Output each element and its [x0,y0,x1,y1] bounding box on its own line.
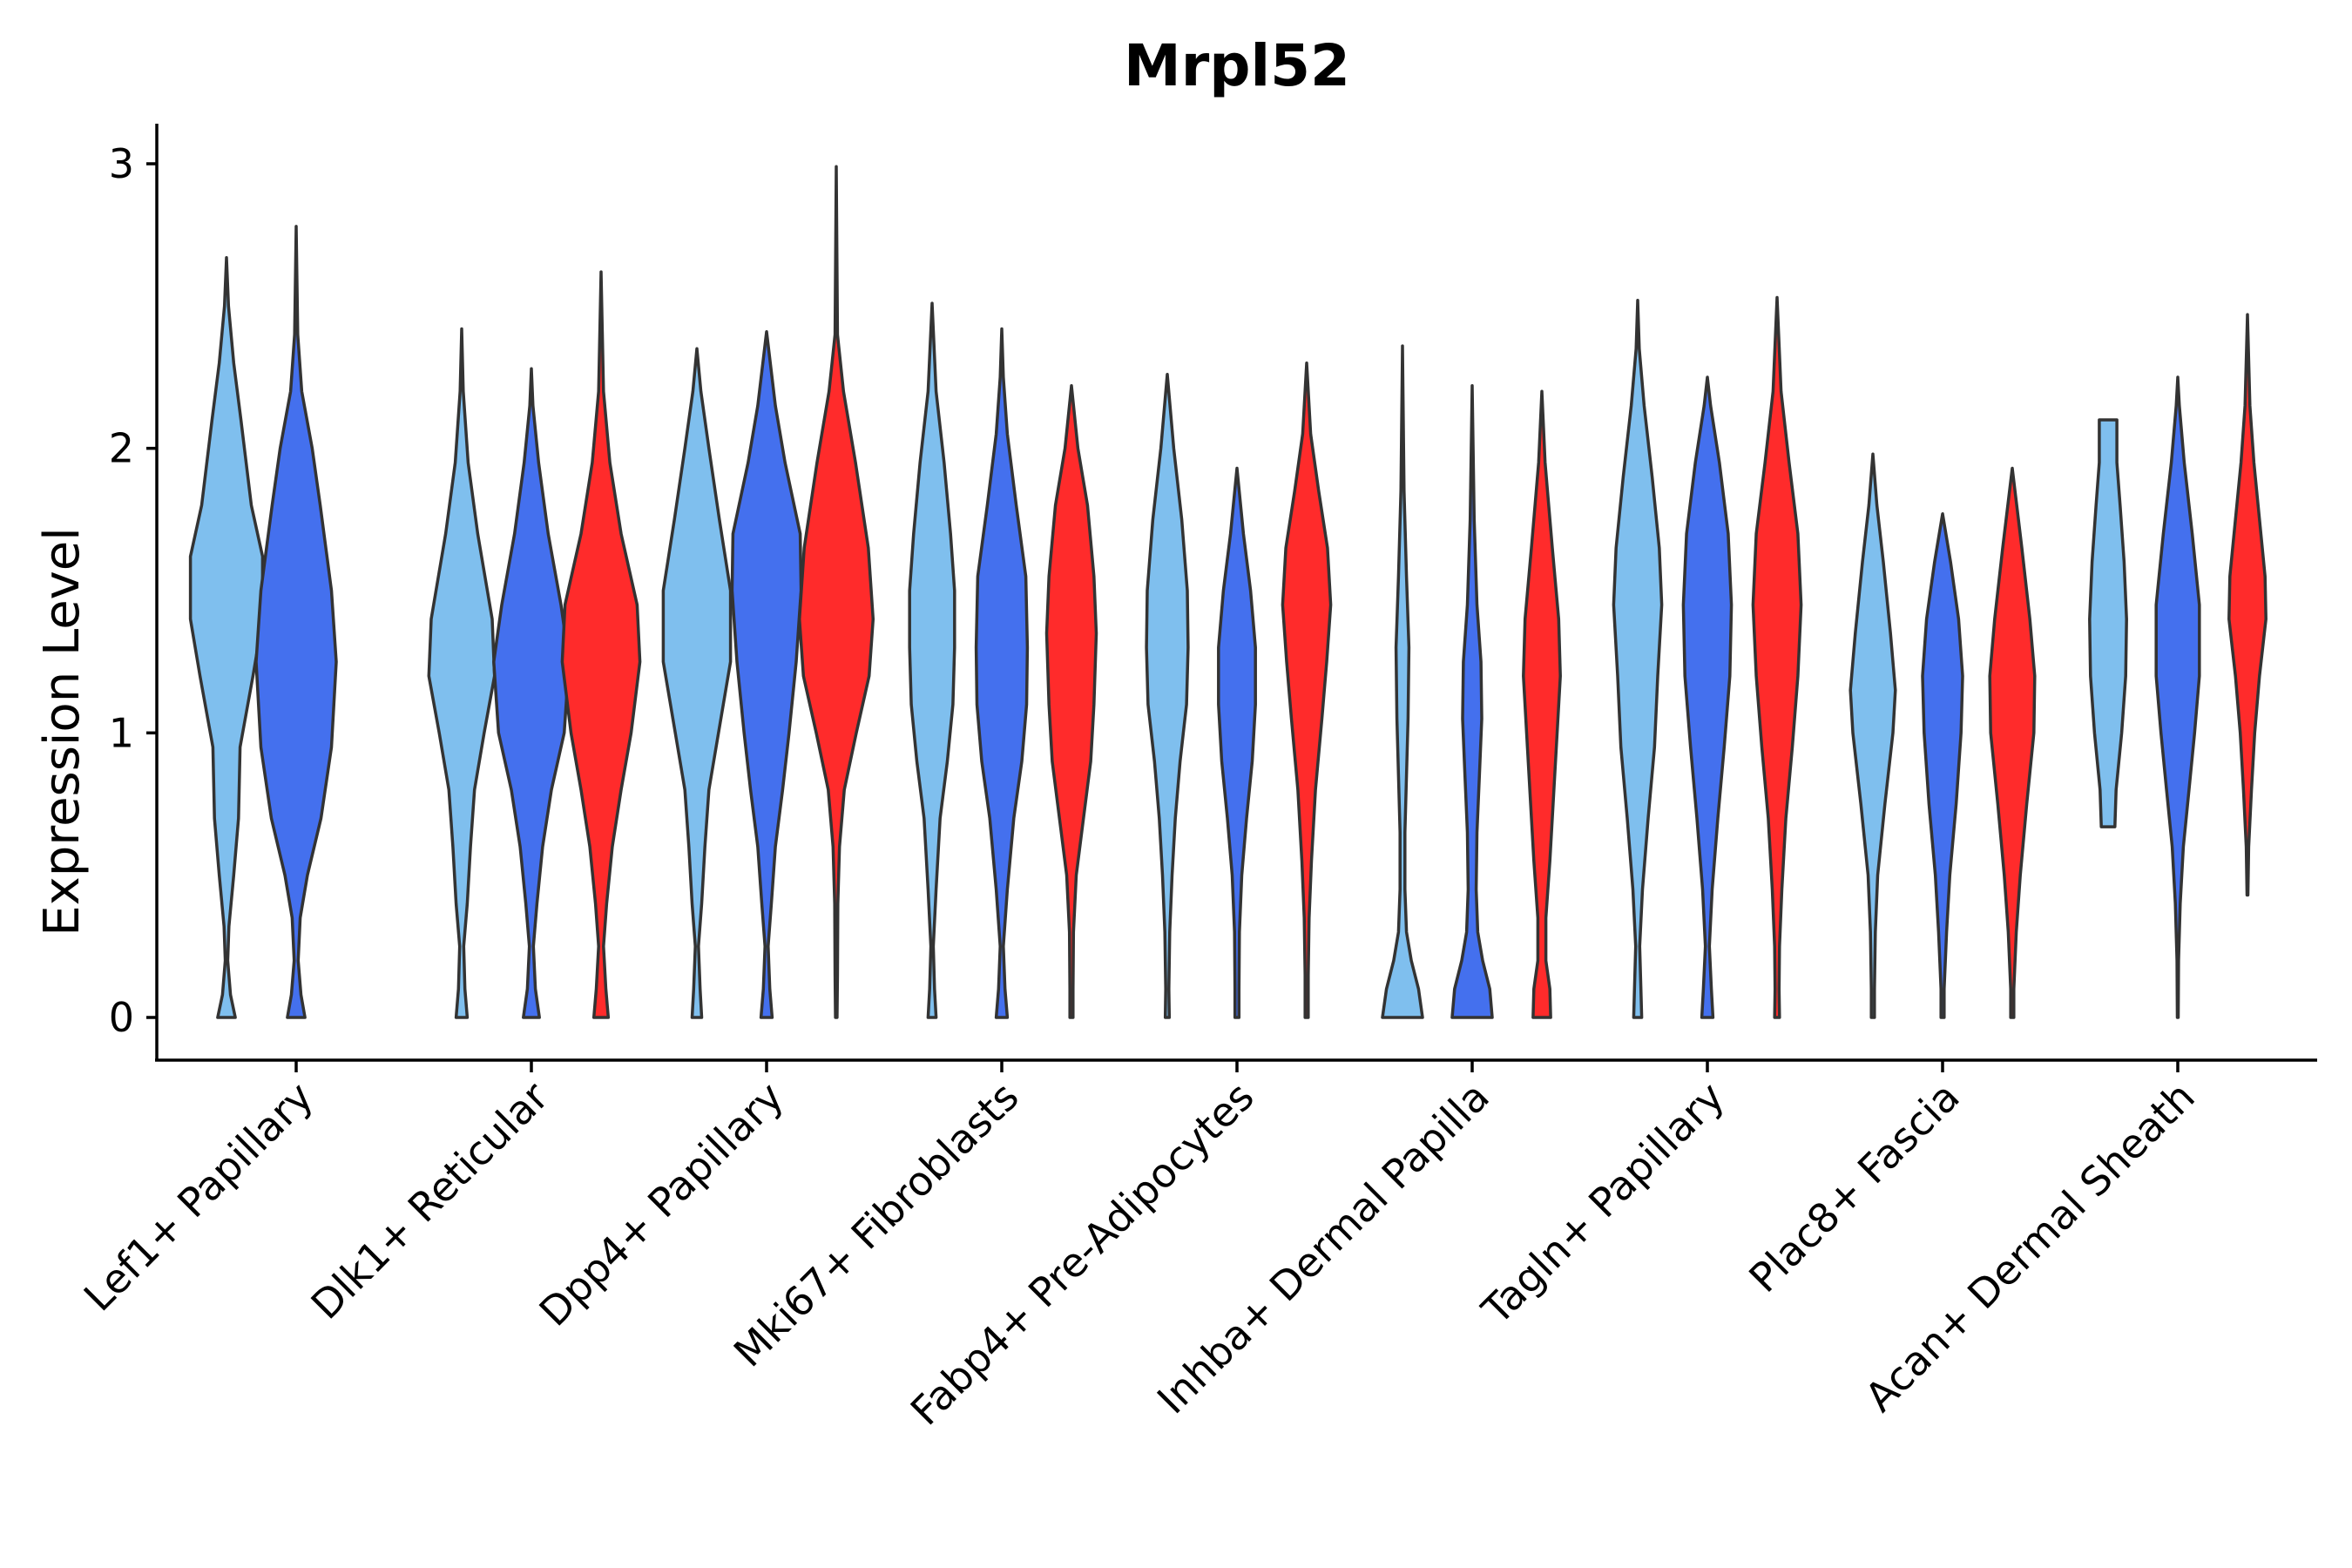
x-category-label: Dlk1+ Reticular [302,1073,558,1328]
violin-shape [1921,512,1964,1019]
violin-shape [1751,295,1803,1019]
x-category-label: Dpp4+ Papillary [531,1073,793,1335]
y-tick-label: 0 [109,994,134,1041]
violin-shape [1145,372,1190,1019]
violin-shape [1848,452,1897,1019]
violin-shape [1612,299,1664,1019]
y-tick-label: 3 [109,140,134,187]
violin-shape [1522,389,1562,1019]
violin-shape [1381,344,1424,1019]
violin-shape [560,270,642,1019]
violin-shape [254,225,338,1019]
y-tick-label: 1 [109,709,134,756]
x-category-label: Lef1+ Papillary [75,1073,322,1321]
violin-shape [908,301,956,1019]
x-category-label: Tagln+ Papillary [1472,1073,1734,1335]
violin-shape [2088,418,2128,828]
violin-shape [661,347,733,1019]
violin-shape [1681,375,1734,1019]
y-tick-label: 2 [109,425,134,472]
violin-shape [1217,466,1257,1019]
violins-group [188,165,2268,1019]
y-axis-label: Expression Level [34,527,91,936]
violin-shape [188,256,265,1019]
x-category-label: Plac8+ Fascia [1740,1073,1968,1301]
violin-shape [492,367,571,1019]
violin-shape [1450,384,1494,1019]
violin-shape [427,327,497,1019]
violin-shape [1044,384,1098,1019]
violin-shape [797,165,875,1019]
violin-shape [2154,375,2201,1019]
violin-shape [1988,466,2037,1019]
chart-title: Mrpl52 [1124,32,1350,99]
violin-shape [2227,313,2268,897]
violin-shape [730,329,803,1019]
violin-shape [974,327,1030,1019]
violin-shape [1281,361,1333,1019]
y-ticks-group: 0 1 2 3 [109,140,157,1041]
